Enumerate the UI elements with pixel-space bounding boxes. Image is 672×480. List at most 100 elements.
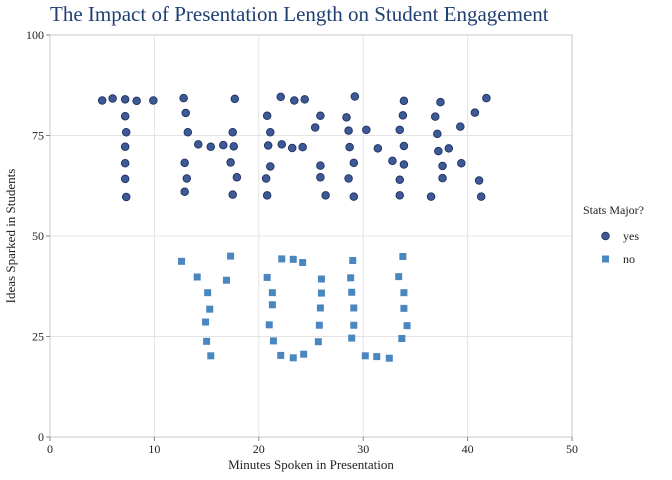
- data-point-no: [400, 289, 408, 297]
- data-point-yes: [321, 191, 330, 200]
- data-point-yes: [426, 192, 436, 201]
- data-point-yes: [121, 192, 131, 202]
- y-tick-label: 0: [38, 430, 44, 444]
- data-point-no: [289, 354, 297, 362]
- data-point-yes: [395, 125, 404, 135]
- x-tick-label: 10: [148, 442, 160, 456]
- data-point-yes: [183, 128, 193, 137]
- data-points: [97, 92, 491, 362]
- x-tick-label: 30: [357, 442, 369, 456]
- data-point-yes: [232, 173, 242, 182]
- data-point-no: [268, 301, 276, 309]
- x-tick-label: 40: [462, 442, 474, 456]
- data-point-yes: [436, 97, 445, 107]
- data-point-yes: [120, 142, 130, 152]
- data-point-no: [349, 257, 357, 265]
- x-tick-label: 50: [566, 442, 578, 456]
- data-point-yes: [398, 111, 408, 120]
- data-point-yes: [476, 192, 486, 201]
- data-point-yes: [228, 128, 237, 137]
- x-tick-label: 0: [47, 442, 53, 456]
- data-point-no: [403, 322, 411, 330]
- legend-marker-yes: [601, 231, 610, 241]
- data-point-no: [317, 289, 325, 297]
- data-point-yes: [120, 158, 130, 168]
- data-point-yes: [457, 158, 466, 168]
- grid-lines: [49, 34, 573, 438]
- data-point-yes: [229, 142, 238, 151]
- data-point-yes: [470, 108, 480, 117]
- data-point-yes: [373, 144, 383, 153]
- data-point-yes: [226, 158, 235, 167]
- data-point-yes: [399, 160, 409, 169]
- data-point-yes: [266, 162, 275, 171]
- data-point-yes: [342, 113, 351, 122]
- data-point-yes: [395, 175, 404, 184]
- data-point-no: [350, 321, 358, 329]
- data-point-yes: [362, 125, 371, 135]
- data-point-yes: [444, 144, 454, 153]
- data-point-no: [385, 354, 393, 362]
- data-point-yes: [388, 156, 397, 166]
- data-point-yes: [179, 93, 188, 103]
- data-point-yes: [300, 95, 309, 104]
- legend: Stats Major? yes no: [583, 203, 644, 266]
- data-point-yes: [228, 190, 237, 199]
- data-point-no: [399, 253, 407, 261]
- data-point-yes: [433, 129, 442, 139]
- data-point-yes: [345, 142, 354, 152]
- data-point-yes: [261, 174, 271, 183]
- data-point-yes: [316, 161, 325, 170]
- y-tick-label: 75: [32, 129, 44, 143]
- data-point-yes: [277, 140, 287, 149]
- legend-label-yes: yes: [623, 229, 639, 243]
- data-point-yes: [395, 191, 404, 200]
- data-point-no: [193, 273, 201, 281]
- data-point-no: [299, 259, 307, 267]
- data-point-no: [206, 305, 214, 313]
- data-point-yes: [399, 96, 409, 106]
- data-point-yes: [344, 126, 353, 135]
- data-point-yes: [219, 140, 228, 150]
- data-point-yes: [230, 94, 240, 104]
- y-tick-label: 25: [32, 330, 44, 344]
- data-point-yes: [262, 111, 272, 121]
- data-point-yes: [193, 140, 203, 149]
- data-point-yes: [350, 92, 360, 101]
- data-point-yes: [149, 96, 158, 105]
- data-point-yes: [266, 128, 275, 137]
- data-point-no: [277, 351, 285, 359]
- data-point-yes: [276, 92, 285, 102]
- data-point-no: [347, 274, 355, 282]
- y-tick-label: 100: [26, 28, 44, 42]
- data-point-no: [278, 255, 286, 263]
- data-point-yes: [310, 123, 320, 132]
- data-point-yes: [121, 128, 131, 137]
- data-point-yes: [298, 142, 307, 152]
- data-point-yes: [316, 111, 325, 121]
- data-point-yes: [430, 112, 440, 121]
- data-point-no: [395, 273, 403, 281]
- data-point-no: [316, 304, 324, 312]
- data-point-yes: [262, 191, 272, 200]
- data-point-no: [204, 289, 212, 297]
- data-point-no: [315, 321, 323, 329]
- data-point-no: [314, 338, 322, 346]
- data-point-yes: [438, 161, 447, 171]
- x-axis-title: Minutes Spoken in Presentation: [228, 457, 394, 472]
- data-point-no: [202, 318, 210, 326]
- data-point-no: [348, 288, 356, 296]
- x-tick-label: 20: [253, 442, 265, 456]
- data-point-yes: [349, 192, 359, 201]
- data-point-yes: [349, 158, 359, 168]
- data-point-no: [300, 350, 308, 358]
- data-point-no: [207, 352, 215, 360]
- data-point-no: [361, 352, 369, 360]
- data-point-yes: [182, 174, 192, 183]
- data-point-no: [222, 276, 230, 284]
- data-point-yes: [287, 143, 297, 153]
- data-point-yes: [108, 94, 117, 103]
- data-point-yes: [399, 141, 409, 151]
- data-point-no: [350, 304, 358, 312]
